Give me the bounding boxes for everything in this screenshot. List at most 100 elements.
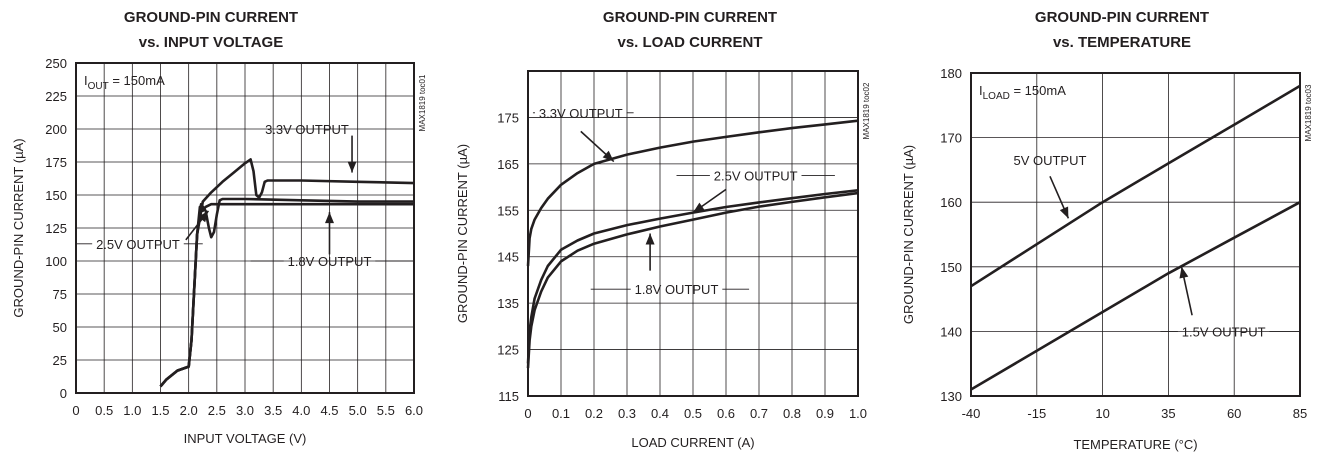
x-tick-label: -40 bbox=[962, 406, 981, 421]
plot-frame bbox=[970, 72, 1301, 397]
series-line-1-8v-output bbox=[526, 191, 859, 369]
series-annotation-label: 3.3V OUTPUT bbox=[539, 106, 623, 121]
y-tick-label: 125 bbox=[45, 221, 67, 236]
y-tick-label: 75 bbox=[53, 287, 67, 302]
x-tick-label: 60 bbox=[1227, 406, 1241, 421]
series-line-5v-output bbox=[970, 84, 1301, 288]
chart-2: GROUND-PIN CURRENT vs. LOAD CURRENT 0 0.1 0.… bbox=[455, 9, 871, 450]
y-tick-label: 50 bbox=[53, 320, 67, 335]
x-axis-label: INPUT VOLTAGE (V) bbox=[184, 431, 307, 446]
x-tick-label: 0 bbox=[524, 406, 531, 421]
x-axis-label: TEMPERATURE (°C) bbox=[1073, 437, 1197, 452]
y-tick-label: 125 bbox=[497, 343, 519, 358]
y-tick-label: 250 bbox=[45, 56, 67, 71]
y-tick-label: 160 bbox=[940, 195, 962, 210]
chart-title-line: GROUND-PIN CURRENT bbox=[1035, 9, 1209, 26]
x-tick-label: 35 bbox=[1161, 406, 1175, 421]
x-tick-label: 1.5 bbox=[151, 403, 169, 418]
x-axis-label: LOAD CURRENT (A) bbox=[631, 435, 754, 450]
series-line-2-5v-output bbox=[526, 189, 859, 364]
x-tick-label: 0.5 bbox=[684, 406, 702, 421]
x-tick-label: 5.5 bbox=[377, 403, 395, 418]
annotation-arrow-head bbox=[325, 212, 334, 224]
chart-title-line: GROUND-PIN CURRENT bbox=[124, 9, 298, 26]
annotation-arrow-head bbox=[198, 210, 209, 223]
annotation-arrow-head bbox=[645, 233, 655, 245]
condition-symbol: I bbox=[84, 73, 88, 88]
y-axis-label: GROUND-PIN CURRENT (µA) bbox=[901, 145, 916, 324]
condition-value: = 150mA bbox=[1010, 83, 1066, 98]
chart-title-line: vs. TEMPERATURE bbox=[1053, 34, 1191, 51]
figure-code-label: MAX1819 toc03 bbox=[1304, 84, 1313, 141]
plot-frame bbox=[527, 70, 859, 397]
y-tick-label: 145 bbox=[497, 250, 519, 265]
x-tick-label: 10 bbox=[1095, 406, 1109, 421]
condition-label: IOUT = 150mA bbox=[84, 73, 165, 92]
x-tick-label: -15 bbox=[1027, 406, 1046, 421]
x-tick-label: 3.5 bbox=[264, 403, 282, 418]
chart-title-line: vs. LOAD CURRENT bbox=[617, 34, 762, 51]
condition-value: = 150mA bbox=[109, 73, 165, 88]
annotation-arrow-head bbox=[1059, 206, 1069, 219]
x-tick-label: 0.1 bbox=[552, 406, 570, 421]
annotation-arrow-head bbox=[347, 161, 357, 173]
y-tick-label: 200 bbox=[45, 122, 67, 137]
x-tick-label: 0.5 bbox=[95, 403, 113, 418]
series-line-1-5v-output bbox=[970, 201, 1301, 391]
annotation-arrow-head bbox=[693, 202, 705, 213]
y-tick-label: 25 bbox=[53, 353, 67, 368]
x-tick-label: 4.5 bbox=[320, 403, 338, 418]
x-tick-label: 0.6 bbox=[717, 406, 735, 421]
y-tick-label: 175 bbox=[45, 155, 67, 170]
series-annotation-label: 5V OUTPUT bbox=[1013, 153, 1086, 168]
y-tick-label: 175 bbox=[497, 110, 519, 125]
chart-1: GROUND-PIN CURRENT vs. INPUT VOLTAGE 0 0.5 1… bbox=[11, 9, 427, 446]
x-tick-label: 1.0 bbox=[849, 406, 867, 421]
x-tick-label: 0.8 bbox=[783, 406, 801, 421]
y-tick-label: 115 bbox=[498, 389, 519, 404]
x-tick-label: 1.0 bbox=[123, 403, 141, 418]
series-annotation-label: 1.8V OUTPUT bbox=[635, 282, 719, 297]
y-tick-label: 0 bbox=[60, 386, 67, 401]
y-tick-label: 180 bbox=[940, 66, 962, 81]
x-tick-label: 0.9 bbox=[816, 406, 834, 421]
x-tick-label: 3.0 bbox=[236, 403, 254, 418]
condition-subscript: OUT bbox=[88, 81, 109, 92]
chart-title-line: GROUND-PIN CURRENT bbox=[603, 9, 777, 26]
x-tick-label: 85 bbox=[1293, 406, 1307, 421]
figure-code-label: MAX1819 toc01 bbox=[418, 74, 427, 131]
x-tick-label: 5.0 bbox=[349, 403, 367, 418]
annotation-arrow-head bbox=[602, 150, 614, 162]
y-tick-label: 100 bbox=[45, 254, 67, 269]
series-line-1-8v-output bbox=[159, 202, 414, 388]
chart-3: GROUND-PIN CURRENT vs. TEMPERATURE -40 -15 1… bbox=[901, 9, 1313, 452]
x-tick-label: 0.3 bbox=[618, 406, 636, 421]
y-tick-label: 150 bbox=[45, 188, 67, 203]
y-tick-label: 165 bbox=[497, 157, 519, 172]
series-line-3-3v-output bbox=[159, 158, 415, 388]
plot-frame bbox=[75, 62, 415, 394]
series-annotation-label: 1.8V OUTPUT bbox=[288, 254, 372, 269]
y-tick-label: 155 bbox=[497, 203, 519, 218]
y-tick-label: 140 bbox=[940, 324, 962, 339]
y-axis-label: GROUND-PIN CURRENT (µA) bbox=[11, 138, 26, 317]
figure-code-label: MAX1819 toc02 bbox=[862, 82, 871, 139]
x-tick-label: 2.0 bbox=[180, 403, 198, 418]
chart-title-line: vs. INPUT VOLTAGE bbox=[139, 34, 283, 51]
series-line-3-3v-output bbox=[526, 119, 859, 267]
x-tick-label: 6.0 bbox=[405, 403, 423, 418]
series-annotation-label: 3.3V OUTPUT bbox=[265, 122, 349, 137]
y-tick-label: 225 bbox=[45, 89, 67, 104]
y-tick-label: 170 bbox=[940, 131, 962, 146]
y-tick-label: 135 bbox=[497, 296, 519, 311]
y-axis-label: GROUND-PIN CURRENT (µA) bbox=[455, 144, 470, 323]
x-tick-label: 2.5 bbox=[208, 403, 226, 418]
x-tick-label: 0.7 bbox=[750, 406, 768, 421]
x-tick-label: 0.4 bbox=[651, 406, 669, 421]
x-tick-label: 0 bbox=[72, 403, 79, 418]
annotation-arrow-head bbox=[1179, 266, 1189, 279]
series-annotation-label: 2.5V OUTPUT bbox=[714, 168, 798, 183]
y-tick-label: 130 bbox=[940, 389, 962, 404]
